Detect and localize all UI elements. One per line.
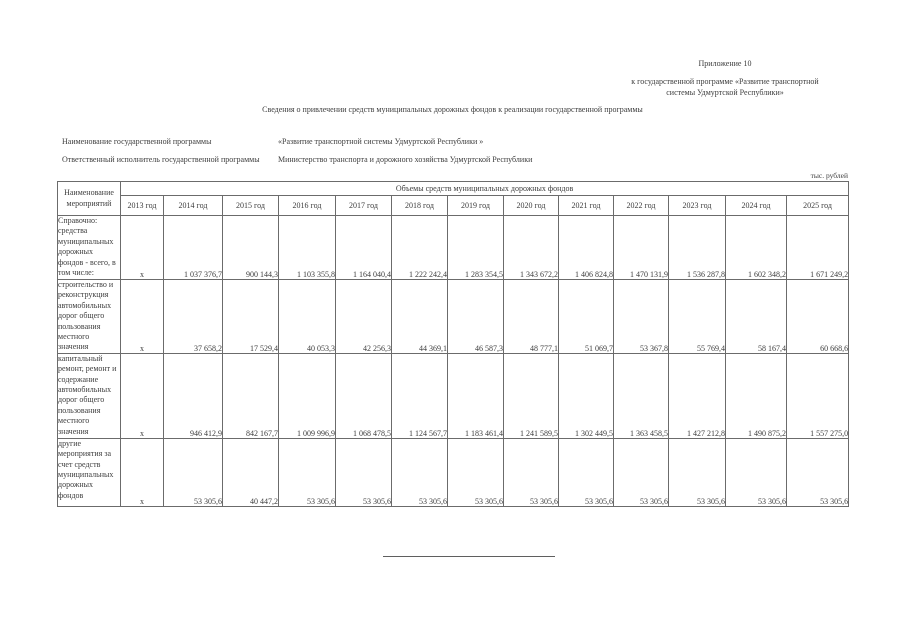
value-cell: 37 658,2 <box>163 279 223 354</box>
col-header-volumes-group: Объемы средств муниципальных дорожных фо… <box>119 181 850 196</box>
appendix-label: Приложение 10 <box>698 59 752 68</box>
value-cell-na: х <box>120 437 164 507</box>
appendix-subtitle-line2: системы Удмуртской Республики» <box>666 88 784 97</box>
table-body: Справочно: средства муниципальных дорожн… <box>57 215 850 507</box>
value-cell: 1 068 478,5 <box>335 352 392 439</box>
value-cell: 58 167,4 <box>725 279 787 354</box>
value-cell: 1 343 672,2 <box>503 215 559 280</box>
year-header-2018: 2018 год <box>391 195 448 216</box>
year-header-2019: 2019 год <box>447 195 504 216</box>
row-label-cell: Справочно: средства муниципальных дорожн… <box>57 215 121 280</box>
value-cell: 1 302 449,5 <box>558 352 614 439</box>
col-header-measures: Наименование мероприятий <box>57 181 121 216</box>
executor-label: Ответственный исполнитель государственно… <box>62 155 260 164</box>
table-row: капитальный ремонт, ремонт и содержание … <box>57 352 850 439</box>
year-header-2015: 2015 год <box>222 195 279 216</box>
header-row-years: 2013 год 2014 год 2015 год 2016 год 2017 год… <box>58 195 850 216</box>
value-cell: 53 305,6 <box>335 437 392 507</box>
year-header-2016: 2016 год <box>278 195 336 216</box>
value-cell: 60 668,6 <box>785 279 850 354</box>
value-cell: 900 144,3 <box>222 215 279 280</box>
value-cell: 51 069,7 <box>558 279 614 354</box>
value-cell-na: х <box>120 352 164 439</box>
year-header-2024: 2024 год <box>725 195 787 216</box>
year-header-2023: 2023 год <box>668 195 726 216</box>
year-header-2014: 2014 год <box>163 195 223 216</box>
footnote-separator-line <box>383 556 555 557</box>
value-cell: 53 305,6 <box>558 437 614 507</box>
value-cell: 1 124 567,7 <box>391 352 448 439</box>
value-cell: 1 363 458,5 <box>613 352 669 439</box>
appendix-subtitle-line1: к государственной программе «Развитие тр… <box>631 77 819 86</box>
value-cell: 53 305,6 <box>785 437 850 507</box>
table-row: Справочно: средства муниципальных дорожн… <box>57 215 850 280</box>
value-cell: 42 256,3 <box>335 279 392 354</box>
year-header-2022: 2022 год <box>613 195 669 216</box>
value-cell: 1 557 275,0 <box>785 352 850 439</box>
value-cell: 53 305,6 <box>163 437 223 507</box>
value-cell: 1 283 354,5 <box>447 215 504 280</box>
value-cell: 1 406 824,8 <box>558 215 614 280</box>
year-header-2021: 2021 год <box>558 195 614 216</box>
year-header-2025: 2025 год <box>785 195 850 216</box>
value-cell: 53 305,6 <box>391 437 448 507</box>
value-cell: 1 427 212,8 <box>668 352 726 439</box>
value-cell: 1 222 242,4 <box>391 215 448 280</box>
executor-value: Министерство транспорта и дорожного хозя… <box>278 155 533 164</box>
value-cell: 1 037 376,7 <box>163 215 223 280</box>
table-row: другие мероприятия за счет средств муниц… <box>57 437 850 507</box>
document-title: Сведения о привлечении средств муниципал… <box>262 105 643 114</box>
value-cell-na: х <box>120 279 164 354</box>
value-cell: 40 053,3 <box>278 279 336 354</box>
value-cell: 1 490 875,2 <box>725 352 787 439</box>
header-row-group: Наименование мероприятий Объемы средств … <box>57 181 850 216</box>
value-cell: 40 447,2 <box>222 437 279 507</box>
appendix-block: Приложение 10 к государственной программ… <box>585 58 865 98</box>
value-cell: 1 164 040,4 <box>335 215 392 280</box>
value-cell: 1 103 355,8 <box>278 215 336 280</box>
value-cell: 946 412,9 <box>163 352 223 439</box>
program-name-value: «Развитие транспортной системы Удмуртско… <box>278 137 484 146</box>
value-cell: 1 536 287,8 <box>668 215 726 280</box>
value-cell: 48 777,1 <box>503 279 559 354</box>
table-row: строительство и реконструкция автомобиль… <box>57 279 850 354</box>
value-cell: 46 587,3 <box>447 279 504 354</box>
program-name-row: Наименование государственной программы «… <box>62 137 852 146</box>
value-cell: 1 009 996,9 <box>278 352 336 439</box>
value-cell: 53 305,6 <box>668 437 726 507</box>
year-header-2017: 2017 год <box>335 195 392 216</box>
value-cell-na: х <box>120 215 164 280</box>
value-cell: 44 369,1 <box>391 279 448 354</box>
program-name-label: Наименование государственной программы <box>62 137 212 146</box>
year-header-2020: 2020 год <box>503 195 559 216</box>
value-cell: 1 602 348,2 <box>725 215 787 280</box>
municipal-road-funds-table: Наименование мероприятий Объемы средств … <box>57 181 850 507</box>
table-header: Наименование мероприятий Объемы средств … <box>57 181 850 216</box>
value-cell: 53 305,6 <box>503 437 559 507</box>
value-cell: 842 167,7 <box>222 352 279 439</box>
year-header-2013: 2013 год <box>120 195 164 216</box>
value-cell: 1 470 131,9 <box>613 215 669 280</box>
value-cell: 53 305,6 <box>613 437 669 507</box>
value-cell: 53 305,6 <box>725 437 787 507</box>
value-cell: 55 769,4 <box>668 279 726 354</box>
value-cell: 53 367,8 <box>613 279 669 354</box>
value-cell: 17 529,4 <box>222 279 279 354</box>
value-cell: 1 183 461,4 <box>447 352 504 439</box>
value-cell: 1 241 589,5 <box>503 352 559 439</box>
value-cell: 1 671 249,2 <box>785 215 850 280</box>
value-cell: 53 305,6 <box>447 437 504 507</box>
units-note: тыс. рублей <box>810 171 848 180</box>
row-label-cell: строительство и реконструкция автомобиль… <box>57 279 121 354</box>
row-label-cell: капитальный ремонт, ремонт и содержание … <box>57 352 121 439</box>
row-label-cell: другие мероприятия за счет средств муниц… <box>57 437 121 507</box>
value-cell: 53 305,6 <box>278 437 336 507</box>
executor-row: Ответственный исполнитель государственно… <box>62 155 852 164</box>
